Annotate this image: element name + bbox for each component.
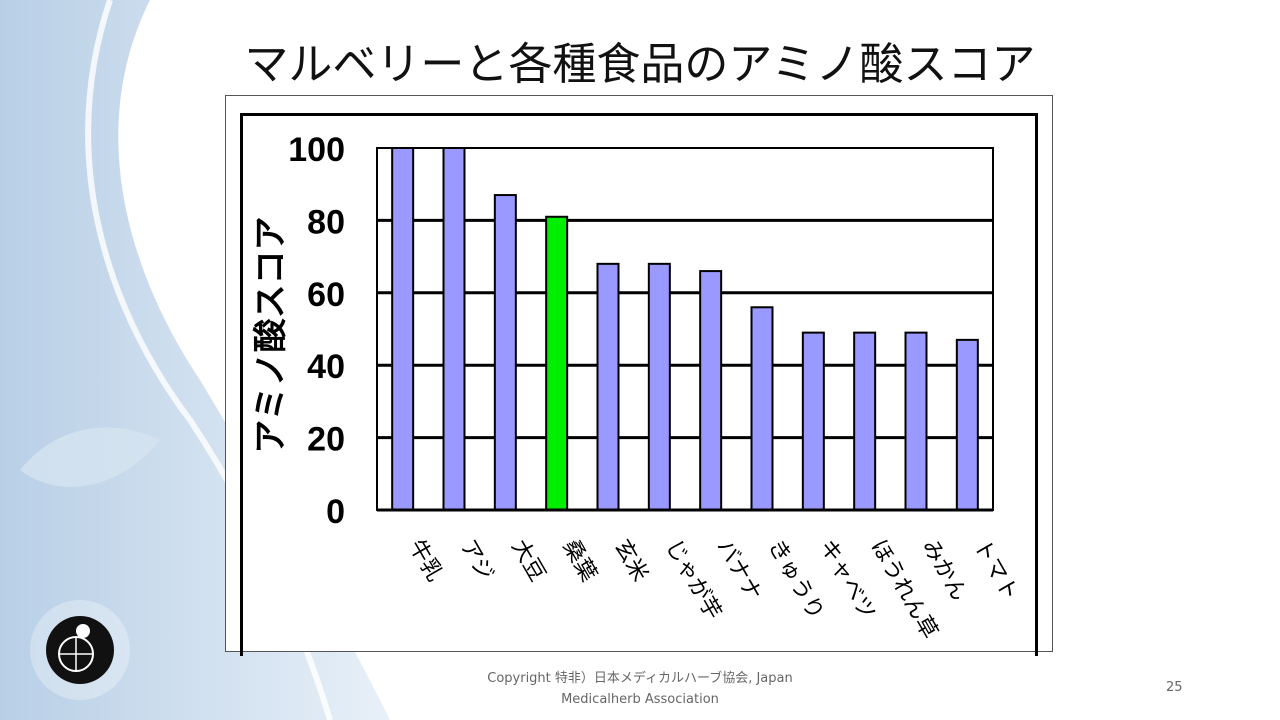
- y-axis-label: アミノ酸スコア: [251, 216, 291, 453]
- x-tick-label: 玄米: [609, 536, 653, 587]
- page-number: 25: [1166, 680, 1183, 695]
- copyright-line-1: Copyright 特非）日本メディカルハーブ協会, Japan: [487, 671, 793, 686]
- y-tick-label: 80: [307, 203, 345, 241]
- bar-みかん: [904, 331, 928, 511]
- x-tick-label: みかん: [917, 536, 972, 606]
- plot-area: [376, 147, 994, 511]
- copyright-line-2: Medicalherb Association: [561, 692, 719, 707]
- y-tick-label: 100: [288, 131, 345, 169]
- chart-inner-frame: [240, 113, 1038, 656]
- bar-大豆: [493, 194, 517, 511]
- y-tick-label: 40: [307, 348, 345, 386]
- x-tick-label: 牛乳: [403, 536, 447, 587]
- bar-桑葉: [545, 215, 569, 511]
- bar-トマト: [955, 338, 979, 511]
- bar-きゅうり: [750, 306, 774, 511]
- x-tick-label: トマト: [968, 536, 1023, 606]
- x-tick-label: 大豆: [506, 536, 550, 587]
- copyright-text: Copyright 特非）日本メディカルハーブ協会, Japan Medical…: [440, 668, 840, 710]
- x-tick-label: アジ: [455, 536, 498, 586]
- y-tick-label: 20: [307, 421, 345, 459]
- bar-バナナ: [699, 270, 723, 511]
- y-tick-label: 60: [307, 276, 345, 314]
- bar-じゃが芋: [647, 262, 671, 511]
- bar-アジ: [442, 147, 466, 511]
- jamha-logo: [30, 600, 130, 700]
- x-tick-label: バナナ: [711, 536, 766, 606]
- y-tick-label: 0: [326, 493, 345, 531]
- bar-牛乳: [391, 147, 415, 511]
- bar-ほうれん草: [853, 331, 877, 511]
- x-tick-label: 桑葉: [557, 536, 601, 587]
- bar-玄米: [596, 262, 620, 511]
- bar-キャベツ: [801, 331, 825, 511]
- slide-title: マルベリーと各種食品のアミノ酸スコア: [244, 39, 1036, 90]
